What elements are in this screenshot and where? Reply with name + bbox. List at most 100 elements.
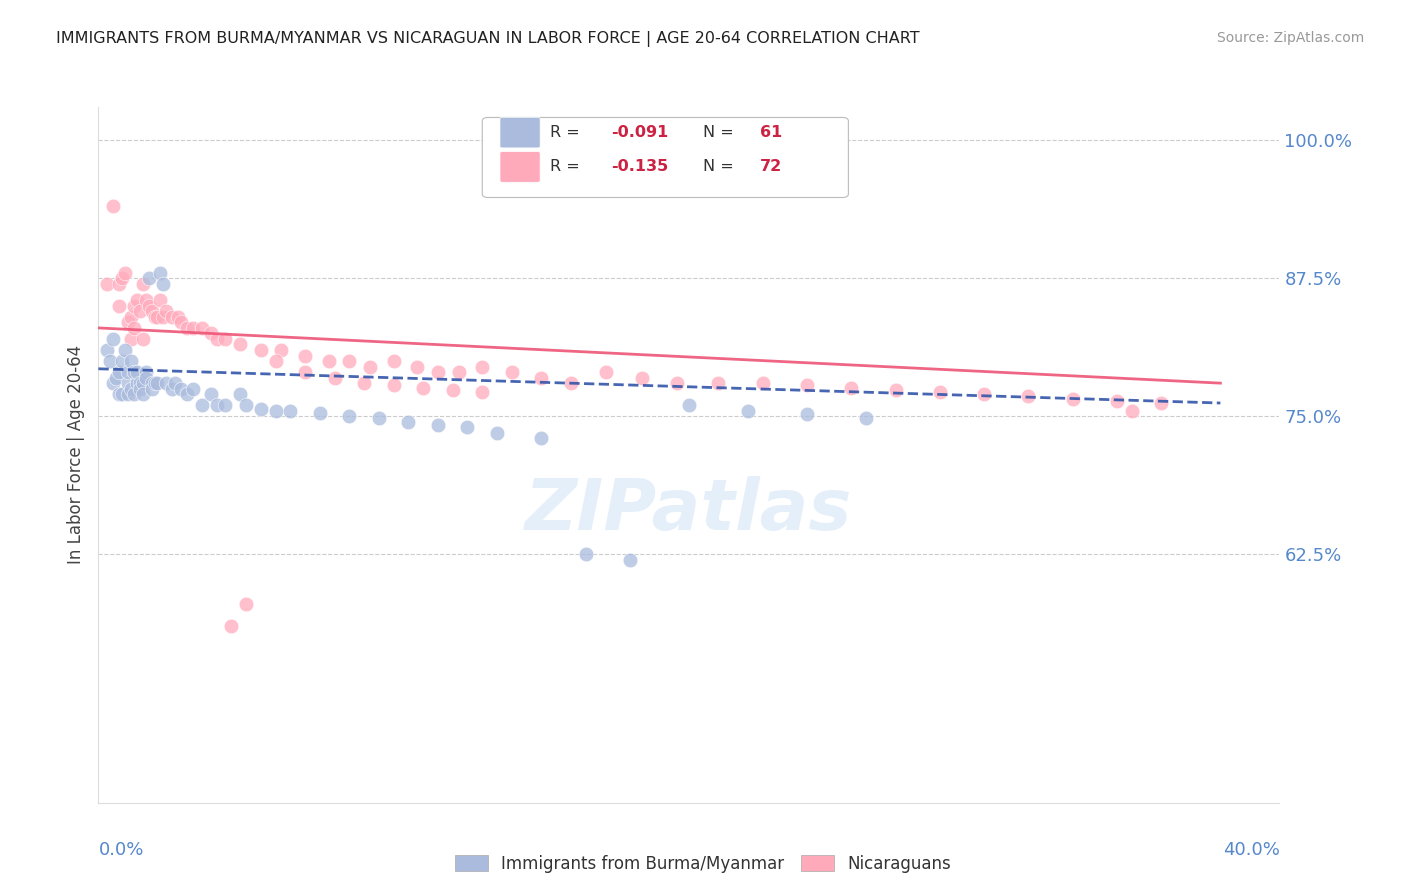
Point bbox=[135, 365, 157, 379]
Point bbox=[111, 387, 134, 401]
Point bbox=[1121, 403, 1143, 417]
Point bbox=[128, 382, 150, 396]
Point bbox=[359, 359, 381, 374]
Point bbox=[114, 343, 136, 357]
Point bbox=[270, 343, 292, 357]
FancyBboxPatch shape bbox=[501, 152, 540, 182]
Point bbox=[796, 407, 818, 421]
Point bbox=[125, 376, 148, 391]
Text: -0.135: -0.135 bbox=[612, 160, 668, 175]
Point bbox=[135, 293, 157, 308]
Point bbox=[471, 384, 494, 399]
Y-axis label: In Labor Force | Age 20-64: In Labor Force | Age 20-64 bbox=[66, 345, 84, 565]
Point bbox=[117, 315, 139, 329]
Point bbox=[309, 406, 332, 420]
Point bbox=[235, 597, 257, 611]
Point bbox=[96, 277, 118, 291]
Point bbox=[368, 411, 391, 425]
Point bbox=[214, 332, 236, 346]
Point bbox=[737, 403, 759, 417]
Point bbox=[200, 387, 222, 401]
Point bbox=[229, 387, 252, 401]
Point bbox=[170, 382, 193, 396]
Point bbox=[162, 382, 183, 396]
Point bbox=[1105, 393, 1128, 408]
Text: R =: R = bbox=[550, 125, 585, 140]
Point bbox=[108, 387, 131, 401]
FancyBboxPatch shape bbox=[482, 118, 848, 197]
Point bbox=[132, 332, 155, 346]
Point bbox=[278, 403, 302, 417]
Point bbox=[501, 365, 523, 379]
Point bbox=[382, 378, 405, 392]
Point bbox=[595, 365, 617, 379]
Point bbox=[707, 376, 730, 391]
Point bbox=[162, 310, 183, 324]
Point bbox=[120, 310, 142, 324]
Point bbox=[108, 365, 131, 379]
Point bbox=[412, 380, 434, 394]
Point bbox=[486, 425, 509, 440]
Point bbox=[170, 315, 193, 329]
Point bbox=[751, 376, 773, 391]
Point bbox=[406, 359, 429, 374]
Point bbox=[149, 266, 172, 280]
Point bbox=[141, 304, 163, 318]
Point bbox=[353, 376, 375, 391]
Point bbox=[165, 376, 187, 391]
Point bbox=[117, 365, 139, 379]
Point bbox=[1150, 396, 1173, 410]
Point bbox=[574, 547, 596, 561]
Text: 72: 72 bbox=[759, 160, 782, 175]
Point bbox=[219, 619, 242, 633]
Point bbox=[114, 266, 136, 280]
Point bbox=[235, 398, 257, 412]
Point bbox=[143, 310, 166, 324]
Text: R =: R = bbox=[550, 160, 585, 175]
Point bbox=[128, 376, 150, 391]
Point bbox=[141, 376, 163, 391]
Point bbox=[141, 382, 163, 396]
Point bbox=[666, 376, 689, 391]
Point bbox=[855, 411, 877, 425]
Point bbox=[128, 304, 150, 318]
Point bbox=[560, 376, 582, 391]
Point bbox=[471, 359, 494, 374]
Point bbox=[152, 310, 174, 324]
Legend: Immigrants from Burma/Myanmar, Nicaraguans: Immigrants from Burma/Myanmar, Nicaragua… bbox=[449, 848, 957, 880]
Point bbox=[229, 337, 252, 351]
Point bbox=[630, 370, 652, 384]
Point bbox=[1017, 389, 1039, 403]
Point bbox=[122, 299, 145, 313]
Point bbox=[117, 387, 139, 401]
Text: N =: N = bbox=[703, 160, 740, 175]
Point bbox=[181, 321, 204, 335]
Point bbox=[441, 383, 464, 397]
Text: -0.091: -0.091 bbox=[612, 125, 668, 140]
Point bbox=[530, 370, 553, 384]
Point bbox=[796, 378, 818, 392]
Point bbox=[678, 398, 700, 412]
Point bbox=[191, 398, 214, 412]
Point bbox=[120, 332, 142, 346]
Point bbox=[973, 387, 995, 401]
Point bbox=[152, 277, 174, 291]
Point bbox=[427, 418, 450, 433]
Point bbox=[146, 310, 169, 324]
Point bbox=[103, 199, 125, 213]
Point bbox=[250, 401, 273, 416]
Text: IMMIGRANTS FROM BURMA/MYANMAR VS NICARAGUAN IN LABOR FORCE | AGE 20-64 CORRELATI: IMMIGRANTS FROM BURMA/MYANMAR VS NICARAG… bbox=[56, 31, 920, 47]
Point bbox=[111, 271, 134, 285]
Point bbox=[176, 387, 198, 401]
Point bbox=[294, 365, 316, 379]
Point bbox=[149, 293, 172, 308]
Point bbox=[138, 271, 160, 285]
Point bbox=[928, 384, 950, 399]
Point bbox=[530, 431, 553, 445]
Point bbox=[176, 321, 198, 335]
Point bbox=[132, 387, 155, 401]
Point bbox=[619, 553, 641, 567]
Point bbox=[339, 354, 360, 368]
Point bbox=[120, 354, 142, 368]
Point bbox=[884, 383, 907, 397]
